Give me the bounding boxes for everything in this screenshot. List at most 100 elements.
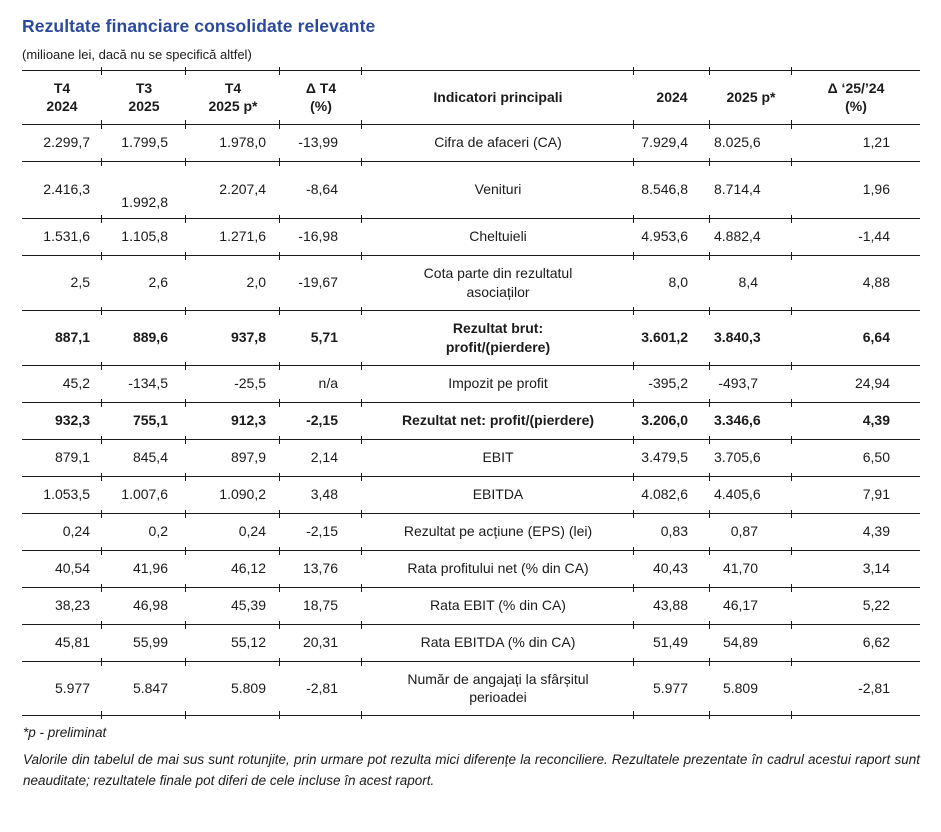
header-indicators: Indicatori principali xyxy=(361,67,634,129)
cell-t3-2025: 1.007,6 xyxy=(101,473,186,513)
cell-indicator: Rezultat brut: profit/(pierdere) xyxy=(361,307,634,365)
cell-t4-2024: 45,2 xyxy=(22,364,102,402)
cell-t4-2024: 2,5 xyxy=(22,254,102,311)
cell-delta-fy: 6,62 xyxy=(791,621,920,661)
table-row: 2,5 2,6 2,0 -19,67 Cota parte din rezultatul… xyxy=(22,252,920,311)
cell-delta-fy: 6,50 xyxy=(791,436,920,476)
table-body: 2.299,7 1.799,5 1.978,0 -13,99 Cifra de afac… xyxy=(22,121,920,720)
cell-t3-2025: 0,2 xyxy=(101,510,186,550)
cell-fy2024: 3.601,2 xyxy=(633,307,710,365)
cell-indicator: Rata EBITDA (% din CA) xyxy=(361,621,634,661)
cell-delta-t4: -8,64 xyxy=(279,158,362,219)
cell-t4-2024: 887,1 xyxy=(22,309,102,365)
cell-t4-2025p: 937,8 xyxy=(185,307,280,365)
cell-delta-fy: 1,21 xyxy=(791,121,920,162)
cell-indicator: Cheltuieli xyxy=(361,215,634,256)
cell-t4-2025p: 897,9 xyxy=(185,436,280,476)
cell-fy2025p: 4.405,6 xyxy=(709,473,792,513)
cell-t4-2024: 5.977 xyxy=(22,660,102,717)
cell-fy2024: 8,0 xyxy=(633,252,710,311)
cell-delta-fy: 1,96 xyxy=(791,158,920,219)
cell-t4-2025p: -25,5 xyxy=(185,362,280,402)
cell-t3-2025: 755,1 xyxy=(101,399,186,439)
cell-t4-2025p: 55,12 xyxy=(185,621,280,661)
table-row: 932,3 755,1 912,3 -2,15 Rezultat net: profit… xyxy=(22,399,920,439)
cell-delta-t4: 20,31 xyxy=(279,621,362,661)
cell-delta-t4: 3,48 xyxy=(279,473,362,513)
cell-t4-2024: 38,23 xyxy=(22,586,102,624)
cell-t4-2025p: 2.207,4 xyxy=(185,158,280,219)
cell-t4-2024: 0,24 xyxy=(22,512,102,550)
cell-indicator: EBIT xyxy=(361,436,634,476)
header-delta-25-24: Δ ‘25/’24 (%) xyxy=(791,67,920,129)
cell-indicator: Rezultat pe acțiune (EPS) (lei) xyxy=(361,510,634,550)
cell-fy2024: 43,88 xyxy=(633,584,710,624)
cell-fy2025p: 8.714,4 xyxy=(709,158,792,219)
table-row: 1.053,5 1.007,6 1.090,2 3,48 EBITDA 4.082,6 4.… xyxy=(22,473,920,513)
cell-t4-2024: 45,81 xyxy=(22,623,102,661)
cell-fy2025p: 46,17 xyxy=(709,584,792,624)
units-note: (milioane lei, dacă nu se specifică altf… xyxy=(22,47,252,62)
cell-delta-fy: 7,91 xyxy=(791,473,920,513)
cell-fy2025p: 3.840,3 xyxy=(709,307,792,365)
cell-delta-fy: -1,44 xyxy=(791,215,920,256)
cell-t4-2024: 879,1 xyxy=(22,438,102,476)
cell-delta-fy: 4,39 xyxy=(791,510,920,550)
cell-delta-fy: 6,64 xyxy=(791,307,920,365)
cell-fy2024: 3.206,0 xyxy=(633,399,710,439)
cell-fy2025p: 0,87 xyxy=(709,510,792,550)
cell-t4-2024: 2.416,3 xyxy=(22,160,102,219)
financial-results-table: T4 2024 T3 2025 T4 2025 p* Δ T4 (%) Indi… xyxy=(22,67,920,720)
cell-fy2025p: 3.346,6 xyxy=(709,399,792,439)
cell-delta-fy: 5,22 xyxy=(791,584,920,624)
cell-t3-2025: 889,6 xyxy=(101,307,186,365)
cell-delta-t4: -16,98 xyxy=(279,215,362,256)
table-header-row: T4 2024 T3 2025 T4 2025 p* Δ T4 (%) Indi… xyxy=(22,67,920,129)
cell-indicator: Număr de angajați la sfârșitul perioadei xyxy=(361,658,634,720)
cell-t4-2024: 1.053,5 xyxy=(22,475,102,513)
cell-t4-2025p: 2,0 xyxy=(185,252,280,311)
cell-delta-t4: n/a xyxy=(279,362,362,402)
table-row: 5.977 5.847 5.809 -2,81 Număr de angajați la… xyxy=(22,658,920,720)
cell-fy2024: 0,83 xyxy=(633,510,710,550)
cell-t3-2025: -134,5 xyxy=(101,362,186,402)
table-header: T4 2024 T3 2025 T4 2025 p* Δ T4 (%) Indi… xyxy=(22,67,920,129)
footnote-preliminary: *p - preliminat xyxy=(23,725,107,741)
cell-delta-t4: -19,67 xyxy=(279,252,362,311)
cell-indicator: Rezultat net: profit/(pierdere) xyxy=(361,399,634,439)
cell-fy2024: 4.953,6 xyxy=(633,215,710,256)
cell-fy2025p: -493,7 xyxy=(709,362,792,402)
table-row: 40,54 41,96 46,12 13,76 Rata profitului net … xyxy=(22,547,920,587)
header-2025p: 2025 p* xyxy=(709,67,792,129)
cell-indicator: Rata EBIT (% din CA) xyxy=(361,584,634,624)
cell-t3-2025: 41,96 xyxy=(101,547,186,587)
cell-t3-2025: 1.799,5 xyxy=(101,121,186,162)
cell-fy2025p: 8.025,6 xyxy=(709,121,792,162)
cell-fy2025p: 3.705,6 xyxy=(709,436,792,476)
cell-fy2024: 5.977 xyxy=(633,658,710,720)
cell-t4-2024: 1.531,6 xyxy=(22,217,102,256)
footnote-disclaimer: Valorile din tabelul de mai sus sunt rot… xyxy=(23,752,920,788)
table-row: 2.416,3 1.992,8 2.207,4 -8,64 Venituri 8.546,… xyxy=(22,158,920,219)
cell-fy2024: 3.479,5 xyxy=(633,436,710,476)
cell-fy2024: 7.929,4 xyxy=(633,121,710,162)
cell-t4-2024: 932,3 xyxy=(22,401,102,439)
cell-delta-t4: -2,15 xyxy=(279,510,362,550)
cell-indicator: Cifra de afaceri (CA) xyxy=(361,121,634,162)
cell-fy2025p: 4.882,4 xyxy=(709,215,792,256)
cell-delta-fy: 4,39 xyxy=(791,399,920,439)
cell-t3-2025: 1.992,8 xyxy=(101,158,186,219)
table-row: 45,2 -134,5 -25,5 n/a Impozit pe profit -395,… xyxy=(22,362,920,402)
cell-t4-2025p: 45,39 xyxy=(185,584,280,624)
table-row: 38,23 46,98 45,39 18,75 Rata EBIT (% din CA)… xyxy=(22,584,920,624)
cell-t3-2025: 55,99 xyxy=(101,621,186,661)
table-row: 879,1 845,4 897,9 2,14 EBIT 3.479,5 3.705,6 6,5… xyxy=(22,436,920,476)
cell-t4-2024: 40,54 xyxy=(22,549,102,587)
header-t4-2025p: T4 2025 p* xyxy=(185,67,280,129)
cell-t4-2025p: 46,12 xyxy=(185,547,280,587)
page-title: Rezultate financiare consolidate relevan… xyxy=(22,16,376,36)
cell-indicator: Rata profitului net (% din CA) xyxy=(361,547,634,587)
cell-delta-t4: -2,15 xyxy=(279,399,362,439)
cell-t4-2025p: 912,3 xyxy=(185,399,280,439)
